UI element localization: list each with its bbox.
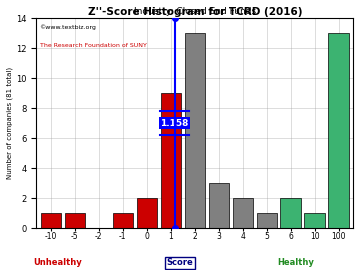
Text: Unhealthy: Unhealthy [33,258,82,267]
Title: Z''-Score Histogram for TCRD (2016): Z''-Score Histogram for TCRD (2016) [87,7,302,17]
Text: Score: Score [167,258,193,267]
Bar [257,213,277,228]
Bar [280,198,301,228]
Text: The Research Foundation of SUNY: The Research Foundation of SUNY [40,43,147,48]
Bar [185,33,205,228]
Text: ©www.textbiz.org: ©www.textbiz.org [40,24,96,30]
Text: Healthy: Healthy [277,258,314,267]
Bar [233,198,253,228]
Bar [41,213,61,228]
Bar [208,183,229,228]
Bar [161,93,181,228]
Text: 1.158: 1.158 [160,119,189,128]
Bar [328,33,349,228]
Bar [65,213,85,228]
Y-axis label: Number of companies (81 total): Number of companies (81 total) [7,67,13,179]
Bar [305,213,325,228]
Bar [113,213,133,228]
Bar [136,198,157,228]
Text: Industry: Closed End Funds: Industry: Closed End Funds [134,7,256,16]
